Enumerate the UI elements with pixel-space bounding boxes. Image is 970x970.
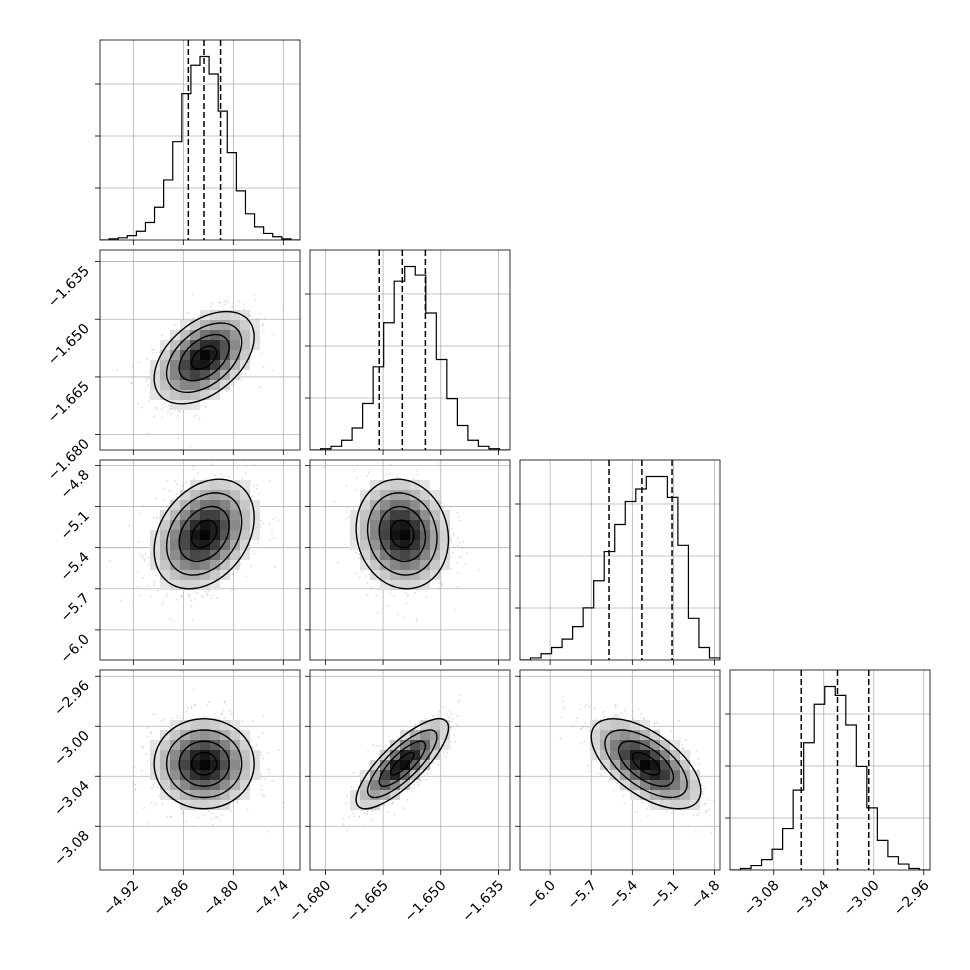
x-tick-label: −4.92 [101, 878, 143, 920]
panel-border [99, 459, 301, 661]
y-tick-label: −5.1 [57, 508, 92, 543]
panel-border [309, 249, 511, 451]
x-tick-label: −3.00 [841, 878, 883, 920]
contour-line [178, 740, 230, 787]
contour-line [366, 492, 438, 576]
y-tick-label: −2.96 [51, 678, 93, 720]
histogram-step [310, 265, 510, 450]
contour-line [378, 740, 427, 787]
panel-border [309, 669, 511, 871]
scatter-panel-2-3 [515, 669, 721, 875]
y-tick-label: −3.08 [51, 828, 93, 870]
x-tick-label: −1.635 [459, 878, 507, 926]
contour-line [178, 505, 230, 563]
y-tick-label: −3.00 [51, 728, 93, 770]
y-tick-label: −1.635 [45, 263, 93, 311]
contour-line [631, 751, 661, 776]
contour-line [190, 751, 218, 776]
x-tick-label: −4.74 [251, 877, 293, 919]
scatter-panel-0-3 [95, 669, 301, 875]
contour-line [390, 751, 415, 776]
histogram-step [100, 55, 300, 240]
contour-line [153, 718, 255, 810]
contour-line [153, 478, 255, 590]
panel-border [729, 669, 931, 871]
histogram-panel-0 [95, 39, 301, 245]
y-tick-label: −3.04 [51, 778, 93, 820]
y-tick-label: −5.4 [57, 549, 92, 584]
contour-line [165, 492, 243, 576]
x-tick-label: −4.86 [151, 877, 193, 919]
contour-line [604, 729, 688, 799]
panel-border [519, 669, 721, 871]
x-tick-label: −5.4 [606, 877, 641, 912]
histogram-panel-1 [305, 249, 511, 455]
y-tick-label: −1.650 [45, 321, 93, 369]
x-tick-label: −6.0 [524, 878, 559, 913]
x-tick-label: −2.96 [891, 877, 933, 919]
contour-line [355, 478, 450, 590]
panel-border [99, 669, 301, 871]
y-tick-label: −5.7 [57, 590, 92, 625]
contour-line [153, 310, 255, 405]
scatter-panel-0-1 [95, 249, 301, 455]
x-tick-label: −3.04 [791, 877, 833, 919]
y-tick-label: −6.0 [57, 631, 92, 666]
histogram-step [520, 475, 720, 660]
x-tick-label: −3.08 [741, 878, 783, 920]
contour-line [165, 729, 243, 799]
panel-border [99, 249, 301, 451]
x-tick-label: −5.7 [565, 878, 600, 913]
contour-line [390, 519, 415, 549]
x-tick-label: −4.80 [201, 878, 243, 920]
x-tick-label: −4.8 [688, 878, 723, 913]
contour-line [190, 519, 218, 549]
panel-border [309, 459, 511, 661]
x-tick-label: −1.680 [286, 878, 334, 926]
density-grid [150, 310, 260, 410]
scatter-panel-0-2 [95, 459, 301, 665]
panel-border [519, 459, 721, 661]
scatter-panel-1-3 [305, 669, 511, 875]
contour-line [190, 345, 218, 370]
x-tick-label: −5.1 [647, 878, 682, 913]
x-tick-label: −1.650 [402, 878, 450, 926]
contour-line [178, 333, 230, 382]
contour-line [590, 718, 702, 810]
histogram-panel-3 [725, 669, 931, 875]
density-grid [350, 720, 450, 810]
contour-line [165, 322, 243, 394]
histogram-panel-2 [515, 459, 721, 665]
contour-line [355, 718, 450, 810]
density-grid [590, 720, 700, 810]
panel-border [99, 39, 301, 241]
histogram-step [730, 685, 930, 870]
y-tick-label: −1.665 [45, 378, 93, 426]
contour-line [617, 740, 675, 787]
contour-line [378, 505, 427, 563]
x-tick-label: −1.665 [344, 878, 392, 926]
contour-line [366, 729, 438, 799]
scatter-panel-1-2 [305, 459, 511, 665]
